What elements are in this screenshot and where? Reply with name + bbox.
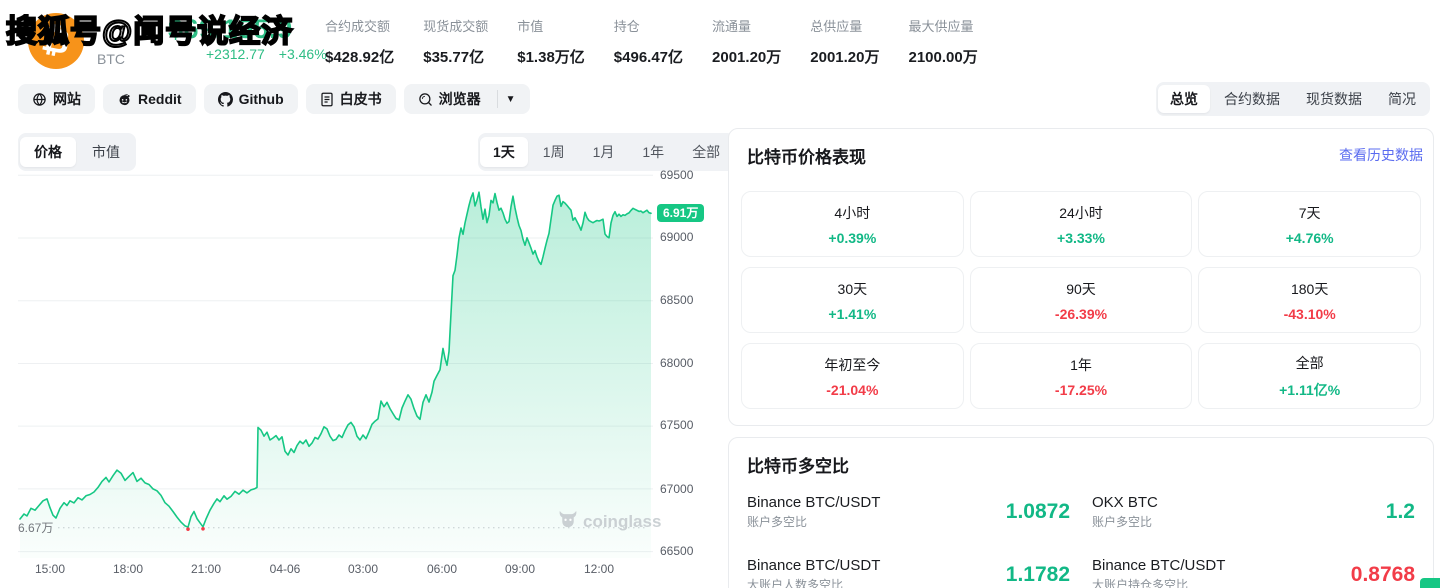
y-tick: 67500 bbox=[660, 418, 694, 432]
perf-cell-180d: 180天 -43.10% bbox=[1198, 267, 1421, 333]
coin-symbol: BTC bbox=[97, 51, 125, 67]
perf-cell-24h: 24小时 +3.33% bbox=[969, 191, 1193, 257]
ratio-title: 比特币多空比 bbox=[747, 457, 849, 476]
ratio-grid: Binance BTC/USDT 账户多空比 1.0872 OKX BTC 账户多空… bbox=[747, 486, 1415, 588]
stat-max-supply: 最大供应量 2100.00万 bbox=[908, 19, 978, 66]
bitcoin-logo-icon: ₿ bbox=[28, 13, 84, 69]
range-1d[interactable]: 1天 bbox=[480, 137, 528, 167]
reddit-icon bbox=[117, 92, 132, 107]
view-history-link[interactable]: 查看历史数据 bbox=[1339, 147, 1423, 163]
stat-spot-volume: 现货成交额 $35.77亿 bbox=[423, 19, 489, 66]
stat-open-interest: 持仓 $496.47亿 bbox=[613, 19, 684, 66]
price-area-fill bbox=[20, 192, 651, 558]
chevron-down-icon[interactable]: ▼ bbox=[505, 93, 516, 105]
price-line bbox=[19, 191, 652, 528]
website-button[interactable]: 网站 bbox=[18, 84, 95, 114]
range-1w[interactable]: 1周 bbox=[542, 144, 565, 160]
y-tick: 69500 bbox=[660, 168, 694, 182]
coinglass-bull-icon bbox=[558, 510, 578, 533]
x-tick: 06:00 bbox=[426, 562, 458, 576]
stat-circulating-supply: 流通量 2001.20万 bbox=[712, 19, 782, 66]
price-chart-plot[interactable] bbox=[18, 168, 653, 558]
y-tick: 68500 bbox=[660, 293, 694, 307]
x-tick: 18:00 bbox=[112, 562, 144, 576]
range-1m[interactable]: 1月 bbox=[592, 144, 615, 160]
x-tick: 04-06 bbox=[269, 562, 301, 576]
view-tab-group: 总览 合约数据 现货数据 简况 bbox=[1156, 82, 1430, 116]
stat-market-cap: 市值 $1.38万亿 bbox=[517, 19, 585, 66]
ratio-row-okx-account: OKX BTC 账户多空比 1.2 bbox=[1092, 494, 1415, 529]
range-all[interactable]: 全部 bbox=[692, 144, 721, 160]
current-price-badge: 6.91万 bbox=[657, 204, 705, 222]
x-tick: 12:00 bbox=[583, 562, 615, 576]
ratio-row-binance-top-positions: Binance BTC/USDT 大账户持仓多空比 0.8768 bbox=[1092, 557, 1415, 588]
tab-futures-data[interactable]: 合约数据 bbox=[1224, 91, 1280, 107]
low-price-label: 6.67万 bbox=[18, 521, 54, 535]
globe-icon bbox=[32, 92, 47, 107]
perf-cell-all: 全部 +1.11亿% bbox=[1198, 343, 1421, 409]
reddit-button[interactable]: Reddit bbox=[103, 84, 196, 114]
y-tick: 67000 bbox=[660, 482, 694, 496]
range-tab-group: 1天 1周 1月 1年 全部 bbox=[478, 133, 736, 171]
coinglass-watermark: coinglass bbox=[558, 510, 661, 533]
corner-floating-button-partial[interactable] bbox=[1420, 578, 1440, 588]
metric-tab-group: 价格 市值 bbox=[18, 133, 136, 171]
y-tick: 69000 bbox=[660, 230, 694, 244]
perf-cell-7d: 7天 +4.76% bbox=[1198, 191, 1421, 257]
x-tick: 21:00 bbox=[190, 562, 222, 576]
price-change: +2312.77 +3.46% bbox=[206, 46, 341, 62]
y-tick: 68000 bbox=[660, 356, 694, 370]
perf-cell-30d: 30天 +1.41% bbox=[741, 267, 964, 333]
price-change-abs: +2312.77 bbox=[206, 46, 265, 62]
low-marker-dots bbox=[186, 526, 205, 531]
perf-cell-90d: 90天 -26.39% bbox=[969, 267, 1193, 333]
stat-total-supply: 总供应量 2001.20万 bbox=[810, 19, 880, 66]
perf-cell-1y: 1年 -17.25% bbox=[969, 343, 1193, 409]
long-short-ratio-card: 比特币多空比 Binance BTC/USDT 账户多空比 1.0872 OKX … bbox=[728, 437, 1434, 588]
explorer-button[interactable]: 浏览器 ▼ bbox=[403, 84, 530, 114]
x-tick: 03:00 bbox=[347, 562, 379, 576]
perf-cell-ytd: 年初至今 -21.04% bbox=[741, 343, 964, 409]
range-1y[interactable]: 1年 bbox=[642, 144, 665, 160]
stat-contract-volume: 合约成交额 $428.92亿 bbox=[325, 19, 395, 66]
whitepaper-button[interactable]: 白皮书 bbox=[305, 84, 396, 114]
x-tick: 09:00 bbox=[504, 562, 536, 576]
github-button[interactable]: Github bbox=[203, 84, 298, 114]
tab-overview[interactable]: 总览 bbox=[1158, 85, 1210, 113]
external-links-row: 网站 Reddit Github 白皮书 浏览器 ▼ bbox=[18, 84, 530, 114]
whitepaper-icon bbox=[320, 92, 334, 107]
price-performance-card: 比特币价格表现 查看历史数据 4小时 +0.39% 24小时 +3.33% 7天 +4… bbox=[728, 128, 1434, 426]
performance-grid: 4小时 +0.39% 24小时 +3.33% 7天 +4.76% 30天 +1.41% … bbox=[741, 191, 1421, 409]
button-divider bbox=[496, 90, 498, 108]
github-icon bbox=[217, 91, 233, 107]
x-tick: 15:00 bbox=[34, 562, 66, 576]
performance-title: 比特币价格表现 bbox=[747, 148, 866, 167]
ratio-row-binance-account: Binance BTC/USDT 账户多空比 1.0872 bbox=[747, 494, 1070, 529]
price-change-pct: +3.46% bbox=[278, 46, 327, 62]
y-tick: 66500 bbox=[660, 544, 694, 558]
coin-price: $69,155.9 bbox=[168, 14, 293, 44]
perf-cell-4h: 4小时 +0.39% bbox=[741, 191, 964, 257]
tab-spot-data[interactable]: 现货数据 bbox=[1306, 91, 1362, 107]
explorer-icon bbox=[418, 92, 433, 107]
header-stats: 合约成交额 $428.92亿 现货成交额 $35.77亿 市值 $1.38万亿 持仓 $… bbox=[325, 16, 978, 67]
tab-price[interactable]: 价格 bbox=[20, 137, 76, 167]
tab-marketcap[interactable]: 市值 bbox=[92, 144, 120, 160]
ratio-row-binance-top-accounts: Binance BTC/USDT 大账户人数多空比 1.1782 bbox=[747, 557, 1070, 588]
tab-profile[interactable]: 简况 bbox=[1388, 91, 1416, 107]
